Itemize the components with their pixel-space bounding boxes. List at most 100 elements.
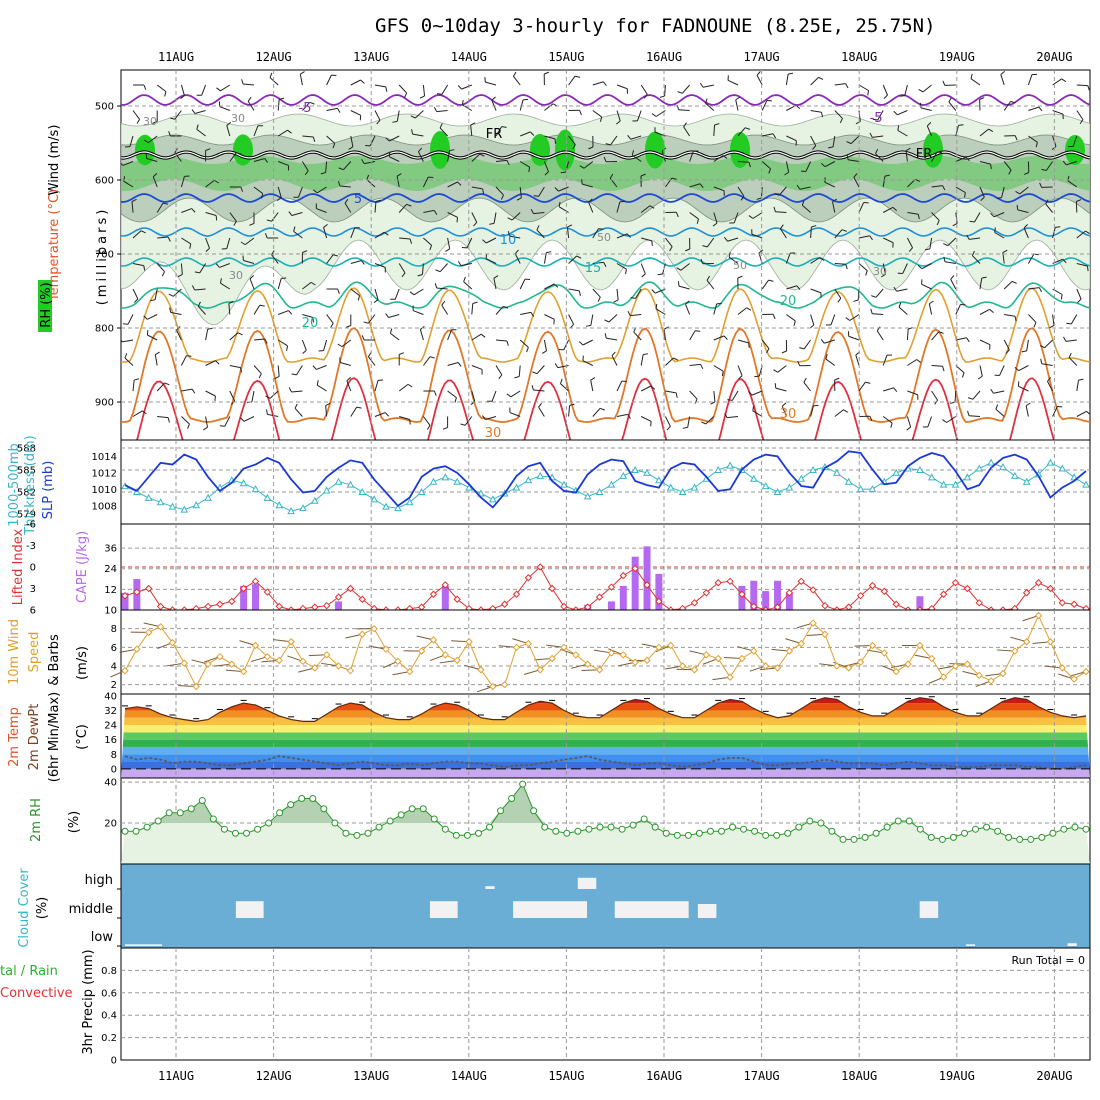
wind-barb xyxy=(706,280,715,290)
precip-tick: 0 xyxy=(111,1056,117,1067)
rh2m-line-marker xyxy=(165,809,173,817)
wind-barb-flag xyxy=(429,245,433,251)
wind10-line-marker xyxy=(1058,664,1066,672)
wind-barb xyxy=(152,176,158,188)
wind-barb-flag xyxy=(1068,352,1072,358)
wind-barb xyxy=(713,335,725,341)
wind10-line-marker xyxy=(334,662,343,670)
wind-barb xyxy=(882,237,894,244)
wind-barb-flag xyxy=(357,295,361,301)
wind-barb xyxy=(205,212,217,217)
wind-barb-flag xyxy=(325,402,331,406)
rh-core-90 xyxy=(645,131,665,169)
axis-tick-label: 500 xyxy=(95,102,114,113)
wind-barb xyxy=(872,313,884,315)
wind-barb-flag xyxy=(460,423,466,426)
wind-barb xyxy=(920,107,932,111)
wind-barb-flag xyxy=(893,387,898,393)
date-label-bottom: 17AUG xyxy=(744,1069,780,1083)
wind-barb-flag xyxy=(845,264,848,270)
wind-barb-flag xyxy=(604,333,607,339)
wind-barb xyxy=(299,74,303,86)
wind-barb xyxy=(157,236,169,239)
wind-barb-flag xyxy=(498,374,503,380)
rh2m-line-marker xyxy=(132,827,140,835)
wind-barb xyxy=(678,285,690,290)
contour-label: 30 xyxy=(143,115,157,128)
wind-barb xyxy=(441,304,449,315)
wind-barb-flag xyxy=(1062,258,1067,264)
date-label-top: 20AUG xyxy=(1036,50,1072,64)
wind-barb-flag xyxy=(375,199,381,203)
wind-barb-flag xyxy=(122,323,129,325)
thickness-line-marker xyxy=(749,474,758,482)
wind-barb xyxy=(775,387,787,392)
rh2m-line-marker xyxy=(342,829,350,837)
wind10-line-marker xyxy=(797,639,805,648)
wind-barb-flag xyxy=(409,238,413,244)
date-label-bottom: 20AUG xyxy=(1036,1069,1072,1083)
wind-barb xyxy=(127,314,134,325)
wind-barb xyxy=(323,227,328,239)
wind10-line-marker xyxy=(583,660,592,668)
wind-barb xyxy=(858,235,870,239)
cloud-block xyxy=(577,877,597,889)
wind-barb-flag xyxy=(740,195,745,201)
wind-barb xyxy=(344,202,352,213)
wind-barb xyxy=(689,183,701,188)
cloud-block xyxy=(1067,943,1077,946)
wind-barb-flag xyxy=(544,71,550,75)
wind10-line-marker xyxy=(916,641,924,650)
thickness-line-marker xyxy=(619,471,628,479)
rh2m-line-marker xyxy=(1049,829,1057,837)
wind-barb-flag xyxy=(773,369,778,373)
wind-barb-flag xyxy=(590,377,596,381)
cape-bar xyxy=(750,580,758,610)
wind-barb xyxy=(326,135,336,144)
wind-barb xyxy=(447,181,458,188)
wind-barb-flag xyxy=(457,362,462,367)
wind-barb xyxy=(727,79,739,86)
thickness-line-marker xyxy=(1058,464,1067,472)
wind-barb xyxy=(423,237,432,246)
lifted-index-line-marker xyxy=(643,581,651,589)
wind-barb xyxy=(1076,380,1080,392)
wind-barb-flag xyxy=(345,325,351,328)
wind-barb xyxy=(630,135,642,140)
wind-barb-flag xyxy=(958,124,964,126)
wind-barb-flag xyxy=(512,71,517,77)
wind-barb-flag xyxy=(611,351,616,357)
wind-barb xyxy=(632,154,642,162)
wind-barb xyxy=(543,339,547,351)
wind-barb xyxy=(592,407,601,417)
wind-barb xyxy=(590,380,594,392)
wind10-axis: 2 4 6 8 10 xyxy=(104,606,117,692)
wind-barb-flag xyxy=(401,272,406,278)
thickness-line-marker xyxy=(417,487,426,495)
wind10-line-marker xyxy=(975,671,983,680)
wind10-label-2: Speed xyxy=(27,632,42,673)
wind10-tick: 2 xyxy=(111,680,117,691)
thickness-line-marker xyxy=(833,468,841,476)
wind-barb xyxy=(907,390,918,396)
wind-barb xyxy=(588,202,594,213)
wind-barb-flag xyxy=(669,246,673,252)
wind-barb-flag xyxy=(194,271,200,274)
wind-barb-flag xyxy=(226,122,232,126)
wind-barb-flag xyxy=(121,162,124,166)
wind-barb-flag xyxy=(1087,85,1090,91)
rh2m-line-marker xyxy=(574,827,582,835)
wind-barb-flag xyxy=(385,86,388,92)
wind-barb-flag xyxy=(202,426,208,431)
wind-barb xyxy=(834,110,843,119)
wind10-line-marker xyxy=(1082,667,1090,676)
wind-barb-flag xyxy=(683,122,687,128)
wind10-line-marker xyxy=(833,662,841,670)
wind-barb-flag xyxy=(967,397,973,400)
rh2m-line-marker xyxy=(740,825,748,833)
wind-barb-flag xyxy=(191,109,196,114)
rh2m-line-marker xyxy=(209,815,217,823)
wind10-line-marker xyxy=(394,657,402,666)
wind-barb-flag xyxy=(1039,345,1045,349)
